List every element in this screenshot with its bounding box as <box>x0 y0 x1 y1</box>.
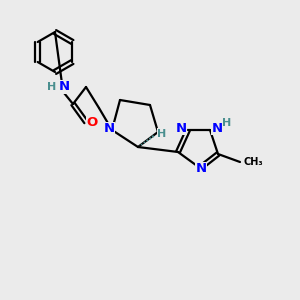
Text: H: H <box>222 118 232 128</box>
Text: H: H <box>158 129 166 139</box>
Text: H: H <box>47 82 57 92</box>
Text: N: N <box>176 122 187 134</box>
Text: CH₃: CH₃ <box>244 157 264 167</box>
Text: N: N <box>195 163 207 176</box>
Text: N: N <box>58 80 70 94</box>
Text: N: N <box>103 122 115 136</box>
Text: O: O <box>86 116 98 130</box>
Text: N: N <box>212 122 223 134</box>
